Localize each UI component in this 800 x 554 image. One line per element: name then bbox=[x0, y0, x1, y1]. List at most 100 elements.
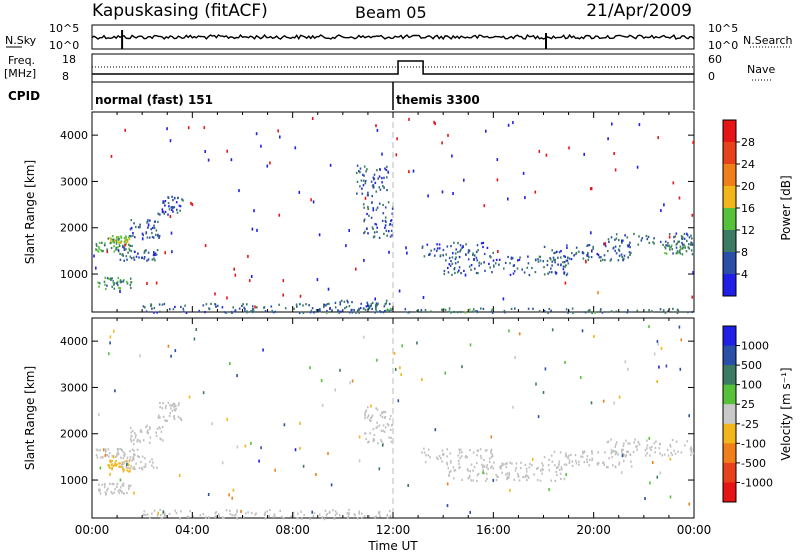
echo-cell bbox=[139, 226, 141, 229]
echo-cell bbox=[302, 464, 305, 468]
echo-cell bbox=[364, 196, 367, 200]
echo-cell bbox=[108, 352, 110, 356]
echo-cell bbox=[681, 241, 683, 245]
echo-cell bbox=[151, 464, 153, 467]
echo-cell bbox=[436, 247, 439, 250]
echo-cell bbox=[626, 450, 628, 453]
echo-cell bbox=[648, 325, 650, 329]
echo-cell bbox=[606, 441, 609, 444]
echo-cell bbox=[192, 515, 195, 518]
echo-cell bbox=[680, 338, 683, 342]
echo-cell bbox=[182, 199, 184, 202]
echo-cell bbox=[130, 286, 132, 289]
echo-cell bbox=[147, 226, 149, 229]
echo-cell bbox=[586, 254, 589, 257]
echo-cell bbox=[492, 251, 494, 254]
echo-cell bbox=[688, 414, 690, 418]
echo-cell bbox=[553, 252, 555, 255]
echo-cell bbox=[485, 466, 488, 469]
echo-cell bbox=[118, 491, 121, 495]
colorbar-cell bbox=[723, 186, 736, 209]
echo-cell bbox=[177, 196, 179, 199]
echo-cell bbox=[524, 196, 526, 200]
echo-cell bbox=[452, 252, 454, 255]
echo-cell bbox=[382, 212, 385, 215]
echo-cell bbox=[537, 415, 540, 419]
echo-cell bbox=[476, 474, 479, 477]
echo-cell bbox=[214, 515, 216, 519]
echo-cell bbox=[155, 253, 158, 256]
echo-cell bbox=[501, 462, 504, 466]
echo-cell bbox=[371, 226, 374, 229]
echo-cell bbox=[538, 255, 541, 258]
echo-cell bbox=[657, 342, 659, 346]
echo-cell bbox=[104, 283, 106, 286]
echo-cell bbox=[128, 487, 130, 491]
echo-cell bbox=[458, 448, 460, 451]
echo-cell bbox=[318, 233, 321, 237]
echo-cell bbox=[673, 449, 675, 452]
echo-cell bbox=[468, 474, 471, 478]
echo-cell bbox=[607, 249, 609, 253]
echo-cell bbox=[299, 446, 301, 450]
echo-cell bbox=[618, 461, 621, 464]
echo-cell bbox=[369, 432, 371, 435]
echo-cell bbox=[174, 305, 176, 308]
echo-cell bbox=[384, 167, 386, 170]
echo-cell bbox=[99, 488, 101, 491]
echo-cell bbox=[294, 448, 297, 452]
echo-cell bbox=[130, 465, 132, 468]
echo-cell bbox=[369, 304, 372, 308]
echo-cell bbox=[684, 246, 686, 249]
echo-cell bbox=[434, 428, 437, 432]
echo-cell bbox=[379, 310, 381, 313]
echo-cell bbox=[496, 475, 498, 478]
echo-cell bbox=[351, 301, 353, 304]
echo-cell bbox=[130, 440, 133, 443]
echo-cell bbox=[282, 279, 285, 283]
echo-cell bbox=[315, 473, 317, 476]
echo-cell bbox=[362, 335, 365, 339]
echo-cell bbox=[528, 274, 531, 277]
echo-cell bbox=[386, 176, 388, 179]
echo-cell bbox=[630, 460, 632, 463]
echo-cell bbox=[356, 192, 358, 195]
echo-cell bbox=[574, 454, 577, 457]
echo-cell bbox=[113, 329, 115, 333]
echo-cell bbox=[375, 223, 378, 226]
echo-cell bbox=[543, 309, 546, 312]
echo-cell bbox=[182, 310, 185, 313]
echo-cell bbox=[484, 449, 487, 452]
echo-cell bbox=[517, 259, 519, 262]
echo-cell bbox=[488, 457, 491, 460]
echo-cell bbox=[458, 269, 460, 272]
echo-cell bbox=[652, 241, 654, 244]
echo-cell bbox=[138, 455, 140, 459]
echo-cell bbox=[547, 272, 549, 275]
echo-cell bbox=[169, 404, 172, 407]
echo-cell bbox=[373, 178, 375, 181]
echo-cell bbox=[149, 427, 151, 430]
echo-cell bbox=[370, 416, 373, 419]
echo-cell bbox=[367, 205, 369, 209]
echo-cell bbox=[378, 202, 381, 205]
echo-cell bbox=[135, 225, 137, 229]
echo-cell bbox=[382, 203, 384, 207]
echo-cell bbox=[119, 447, 122, 451]
echo-cell bbox=[109, 242, 112, 245]
echo-cell bbox=[326, 513, 328, 516]
echo-cell bbox=[152, 236, 155, 239]
echo-cell bbox=[485, 129, 487, 133]
echo-cell bbox=[385, 299, 388, 302]
echo-cell bbox=[489, 266, 491, 269]
echo-cell bbox=[156, 427, 159, 430]
echo-cell bbox=[123, 278, 125, 282]
echo-cell bbox=[602, 258, 604, 261]
echo-cell bbox=[106, 454, 109, 457]
echo-cell bbox=[309, 517, 311, 521]
echo-cell bbox=[146, 236, 149, 239]
echo-cell bbox=[439, 254, 442, 257]
echo-cell bbox=[692, 271, 694, 274]
echo-cell bbox=[656, 380, 658, 383]
echo-cell bbox=[587, 251, 589, 255]
